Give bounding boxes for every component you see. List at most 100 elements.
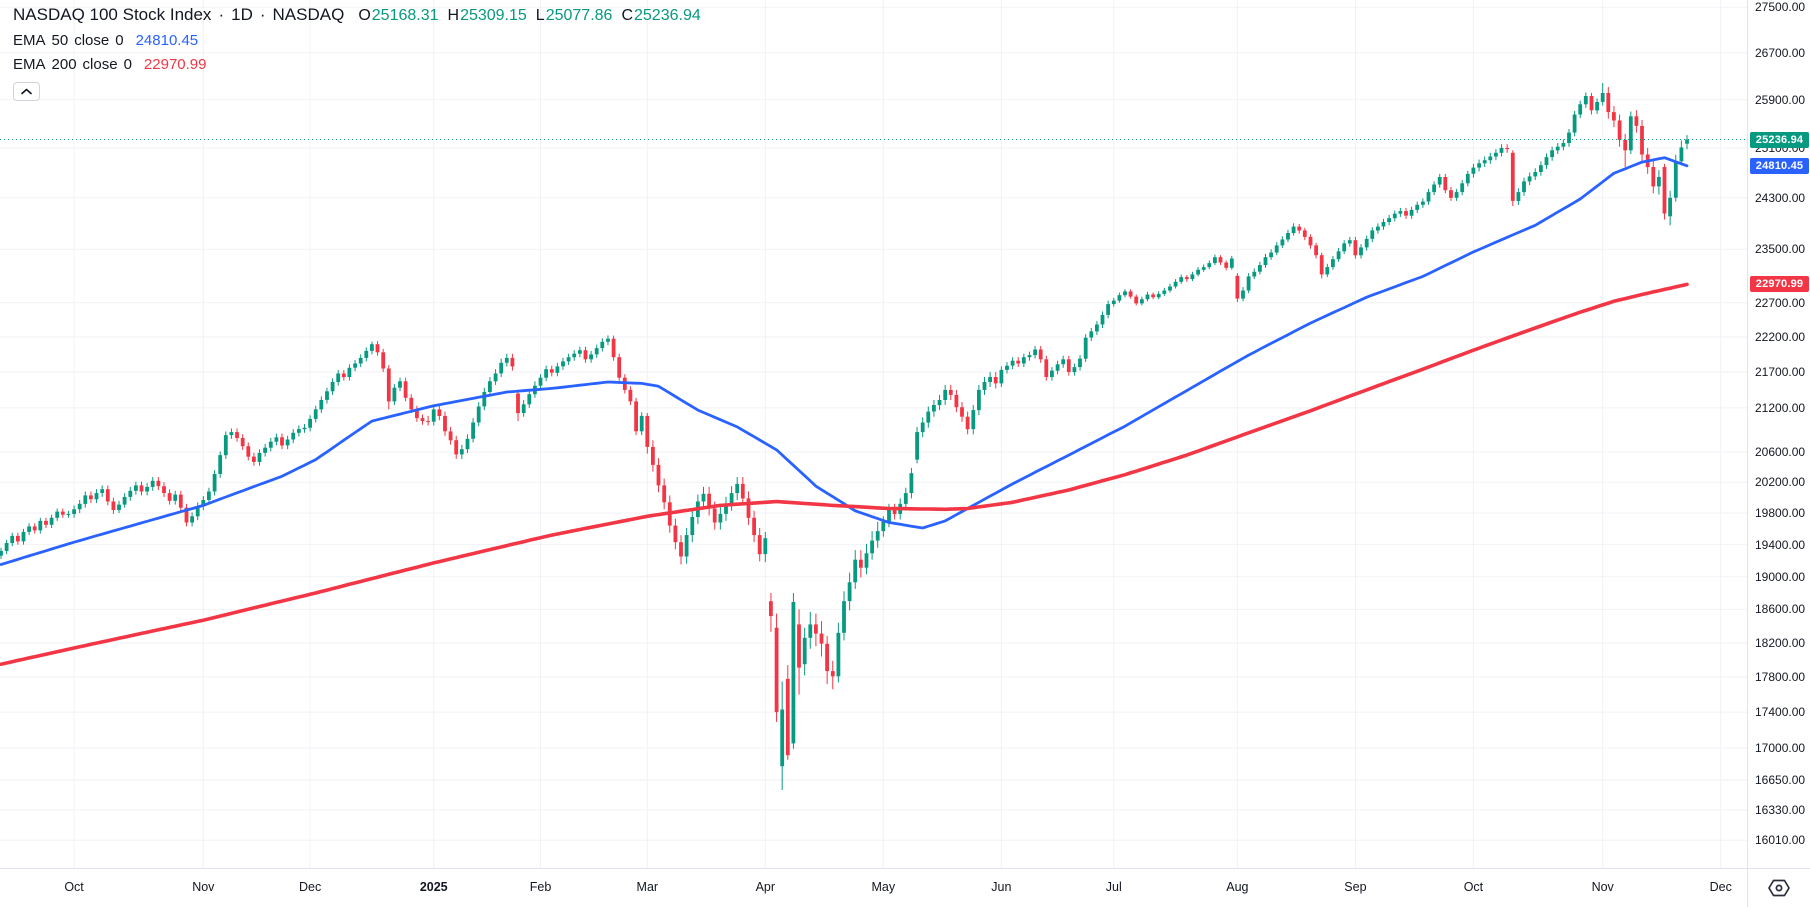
candle-up (802, 637, 807, 665)
candle-down (1302, 230, 1307, 237)
candle-down (1623, 139, 1628, 151)
candle-up (1106, 304, 1110, 315)
timeframe-label[interactable]: 1D (231, 5, 253, 24)
candle-down (1218, 257, 1223, 263)
price-tick-label: 25900.00 (1755, 92, 1806, 107)
candle-up (763, 538, 768, 555)
candle-down (651, 446, 655, 465)
time-scale-axis[interactable]: Oct Nov Dec 2025 Feb Mar Apr May Jun Jul Aug Sep Oct… (0, 868, 1747, 907)
candle-down (105, 489, 110, 502)
candle-up (83, 495, 88, 504)
candle-up (134, 485, 138, 491)
chart-pane[interactable]: NASDAQ 100 Stock Index · 1D · NASDAQ O 25… (0, 0, 1747, 868)
symbol-legend-row[interactable]: NASDAQ 100 Stock Index · 1D · NASDAQ O 25… (13, 5, 701, 25)
candle-down (454, 440, 459, 455)
candle-down (830, 671, 835, 677)
price-tick-label: 17800.00 (1755, 670, 1806, 685)
candle-up (398, 381, 402, 388)
candle-up (38, 520, 43, 531)
exchange-label: NASDAQ (272, 5, 345, 24)
candle-up (1078, 358, 1082, 368)
candlestick-chart[interactable] (0, 0, 1747, 868)
candle-up (1162, 290, 1167, 294)
candle-down (437, 409, 442, 416)
candle-up (1370, 230, 1375, 239)
candle-down (549, 369, 554, 373)
candle-up (1432, 184, 1436, 193)
candle-up (521, 404, 526, 413)
candle-up (471, 422, 475, 439)
close-label: C (621, 7, 633, 24)
price-tick-label: 21700.00 (1755, 365, 1806, 380)
candle-up (392, 387, 397, 402)
candle-down (662, 485, 667, 503)
candle-down (712, 508, 717, 523)
candle-down (252, 456, 256, 462)
candle-down (948, 389, 953, 395)
candle-down (617, 357, 622, 378)
indicator-offset: 0 (123, 56, 132, 73)
candle-up (555, 366, 560, 373)
candle-down (1319, 255, 1324, 275)
candle-up (1567, 132, 1571, 143)
candle-up (319, 400, 324, 410)
candle-up (493, 373, 498, 382)
collapse-legend-button[interactable] (13, 82, 40, 101)
candle-down (240, 438, 245, 447)
month-label-oct: Oct (64, 880, 84, 894)
candle-up (347, 367, 352, 377)
candle-up (1516, 192, 1521, 201)
candle-up (1083, 337, 1088, 359)
month-label-jul: Jul (1105, 880, 1122, 894)
candle-up (1381, 222, 1386, 227)
close-value: 25236.94 (634, 7, 701, 24)
price-tick-label: 21200.00 (1755, 400, 1806, 415)
candle-up (566, 357, 571, 362)
candle-up (1050, 370, 1054, 377)
candle-up (128, 490, 133, 497)
candle-up (842, 601, 846, 633)
candle-up (100, 489, 105, 493)
candle-up (1426, 192, 1431, 202)
candle-down (426, 421, 430, 423)
candle-up (1398, 211, 1403, 214)
candle-up (1145, 294, 1150, 300)
candle-up (1286, 233, 1290, 240)
candle-down (184, 507, 189, 523)
candle-up (1465, 173, 1470, 184)
candle-up (1280, 239, 1285, 246)
candle-down (774, 627, 779, 713)
open-label: O (358, 7, 371, 24)
candle-up (1679, 147, 1684, 162)
candle-up (27, 526, 31, 532)
indicator-legend-row-ema200[interactable]: EMA 200 close 0 22970.99 (13, 56, 701, 73)
indicator-value: 22970.99 (143, 56, 207, 73)
candle-up (1359, 247, 1363, 256)
candle-up (1252, 271, 1257, 277)
candle-down (859, 559, 863, 568)
candle-up (594, 348, 599, 355)
tradingview-logo-icon[interactable] (1766, 875, 1792, 901)
month-label-apr: Apr (755, 880, 776, 894)
symbol-title[interactable]: NASDAQ 100 Stock Index (13, 5, 212, 24)
candle-up (999, 369, 1004, 384)
indicator-param: 200 (51, 56, 77, 73)
candle-up (1246, 276, 1251, 291)
candle-up (297, 429, 301, 433)
price-scale-axis[interactable]: 27500.00 26700.00 25900.00 25100.00 24300.00… (1747, 0, 1810, 868)
candle-down (89, 495, 93, 500)
candle-up (701, 493, 706, 502)
candle-down (1297, 226, 1302, 231)
candle-up (1342, 243, 1347, 252)
indicator-legend-row-ema50[interactable]: EMA 50 close 0 24810.45 (13, 32, 701, 49)
candle-up (364, 350, 369, 358)
candle-up (932, 405, 936, 412)
candle-up (600, 341, 605, 349)
candle-up (325, 391, 329, 400)
month-label-2025: 2025 (419, 880, 448, 894)
candle-up (49, 517, 54, 525)
month-label-aug: Aug (1226, 880, 1249, 894)
candle-up (639, 415, 644, 432)
candle-up (690, 517, 695, 535)
candle-up (1482, 160, 1487, 164)
